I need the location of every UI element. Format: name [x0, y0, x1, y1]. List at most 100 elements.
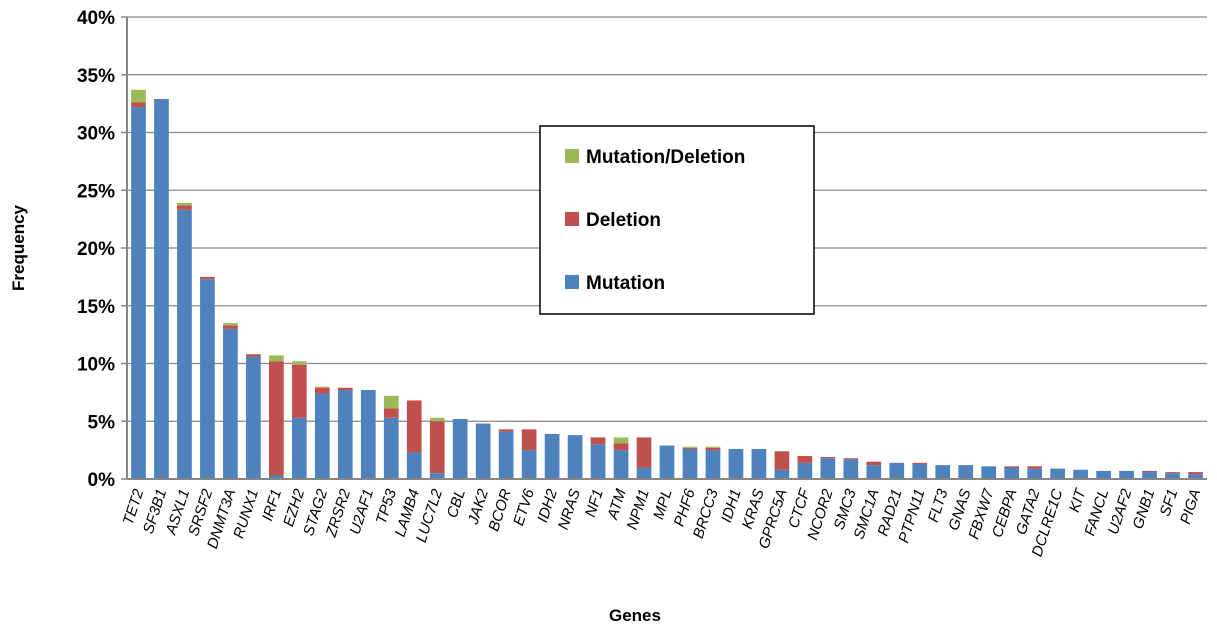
bar-deletion-dnmt3a [223, 325, 238, 329]
bar-deletion-nf1 [590, 437, 606, 445]
bar-mutation-runx1 [246, 356, 261, 479]
legend-swatch [565, 212, 579, 226]
bar-mutation-sf3b1 [154, 99, 169, 479]
bar-mutation-deletion-asxl1 [177, 202, 192, 206]
bar-mutation-tp53 [383, 417, 399, 479]
bar-mutation-cbl [452, 418, 468, 479]
bar-deletion-etv6 [521, 429, 537, 451]
legend-swatch [565, 149, 579, 163]
bar-mutation-cebpa [1004, 467, 1020, 479]
x-tick-label: CBL [444, 487, 469, 520]
bar-deletion-srsf2 [200, 276, 215, 280]
bar-deletion-bcor [498, 429, 514, 432]
y-tick-label: 30% [77, 124, 115, 145]
bar-deletion-ncor2 [820, 457, 836, 459]
x-tick-label: NF1 [582, 487, 607, 519]
bar-mutation-idh1 [728, 448, 744, 479]
x-tick-label: MPL [650, 487, 676, 522]
bar-mutation-fancl [1096, 470, 1111, 479]
bar-mutation-deletion-luc7l2 [429, 417, 445, 422]
legend-label: Mutation/Deletion [586, 147, 745, 168]
y-tick-label: 35% [77, 66, 115, 87]
bar-mutation-deletion-stag2 [314, 386, 330, 388]
bar-mutation-deletion-atm [613, 437, 629, 444]
bar-deletion-smc3 [843, 458, 859, 460]
bar-mutation-npm1 [636, 467, 652, 479]
bar-mutation-smc3 [843, 459, 859, 479]
bar-mutation-deletion-ezh2 [291, 361, 307, 365]
bar-mutation-phf6 [682, 448, 698, 479]
bar-mutation-dclre1c [1050, 468, 1065, 479]
bar-mutation-asxl1 [177, 209, 192, 479]
y-tick-label: 10% [77, 355, 115, 376]
bar-mutation-u2af2 [1119, 470, 1134, 479]
y-tick-label: 0% [88, 470, 116, 491]
bar-mutation-deletion-dnmt3a [223, 323, 238, 326]
bar-deletion-luc7l2 [429, 421, 445, 474]
bar-mutation-deletion-irf1 [269, 355, 284, 362]
bar-deletion-runx1 [246, 354, 261, 357]
bar-mutation-irf1 [269, 475, 284, 479]
bar-deletion-irf1 [269, 361, 284, 476]
y-tick-label: 20% [77, 239, 115, 260]
bar-deletion-atm [613, 443, 629, 451]
bar-mutation-jak2 [475, 423, 491, 479]
bar-mutation-ezh2 [291, 417, 307, 479]
bar-mutation-fbxw7 [981, 466, 997, 479]
bar-mutation-smc1a [866, 465, 882, 479]
bar-mutation-srsf2 [200, 279, 215, 479]
bar-mutation-stag2 [314, 393, 330, 479]
bar-mutation-piga [1188, 474, 1203, 479]
bar-deletion-piga [1188, 472, 1203, 475]
bar-mutation-gnb1 [1142, 472, 1157, 479]
bar-mutation-u2af1 [360, 390, 376, 479]
bar-mutation-lamb4 [406, 452, 422, 479]
bar-mutation-kit [1073, 469, 1088, 479]
bar-deletion-lamb4 [406, 400, 422, 453]
bar-mutation-rad21 [889, 462, 905, 479]
bar-deletion-ctcf [797, 455, 813, 463]
bar-deletion-sf1 [1165, 472, 1180, 474]
bar-deletion-smc1a [866, 461, 882, 466]
x-tick-label: PIGA [1177, 487, 1204, 526]
x-axis-title: Genes [609, 606, 661, 625]
bar-deletion-ezh2 [291, 364, 307, 418]
x-tick-label: SF1 [1157, 487, 1182, 518]
bar-mutation-mpl [659, 445, 675, 479]
bar-mutation-nras [567, 435, 583, 479]
bar-mutation-deletion-phf6 [682, 446, 698, 448]
bar-mutation-gata2 [1027, 468, 1043, 479]
y-tick-label: 40% [77, 8, 115, 29]
bar-mutation-ncor2 [820, 458, 836, 479]
bar-deletion-tp53 [383, 408, 399, 418]
bar-mutation-atm [613, 450, 629, 479]
legend-label: Deletion [586, 210, 661, 231]
bar-deletion-cebpa [1004, 466, 1020, 468]
bar-mutation-etv6 [521, 450, 537, 479]
bar-mutation-luc7l2 [429, 473, 445, 479]
bar-mutation-brcc3 [705, 450, 721, 479]
bar-deletion-stag2 [314, 387, 330, 394]
x-tick-label: KIT [1066, 485, 1090, 514]
bar-deletion-npm1 [636, 437, 652, 468]
bar-mutation-sf1 [1165, 473, 1180, 479]
bar-mutation-tet2 [131, 107, 146, 479]
bar-deletion-zrsr2 [337, 387, 353, 391]
bar-mutation-gnas [958, 465, 974, 479]
y-tick-labels: 0% 5% 10% 15% 20% 25% 30% 35% 40% [77, 8, 115, 491]
bar-mutation-kras [751, 448, 767, 479]
legend-swatch [565, 275, 579, 289]
bar-mutation-nf1 [590, 444, 606, 479]
bar-mutation-ctcf [797, 462, 813, 479]
bar-deletion-gprc5a [774, 451, 790, 470]
bar-mutation-bcor [498, 431, 514, 479]
y-tick-label: 15% [77, 297, 115, 318]
y-tick-label: 25% [77, 181, 115, 202]
y-axis-title: Frequency [9, 204, 28, 291]
bar-mutation-flt3 [935, 465, 951, 479]
bar-deletion-tet2 [131, 102, 146, 108]
bar-mutation-zrsr2 [337, 390, 353, 479]
bar-deletion-brcc3 [705, 447, 721, 451]
bar-deletion-gata2 [1027, 466, 1043, 469]
bars [131, 89, 1203, 479]
